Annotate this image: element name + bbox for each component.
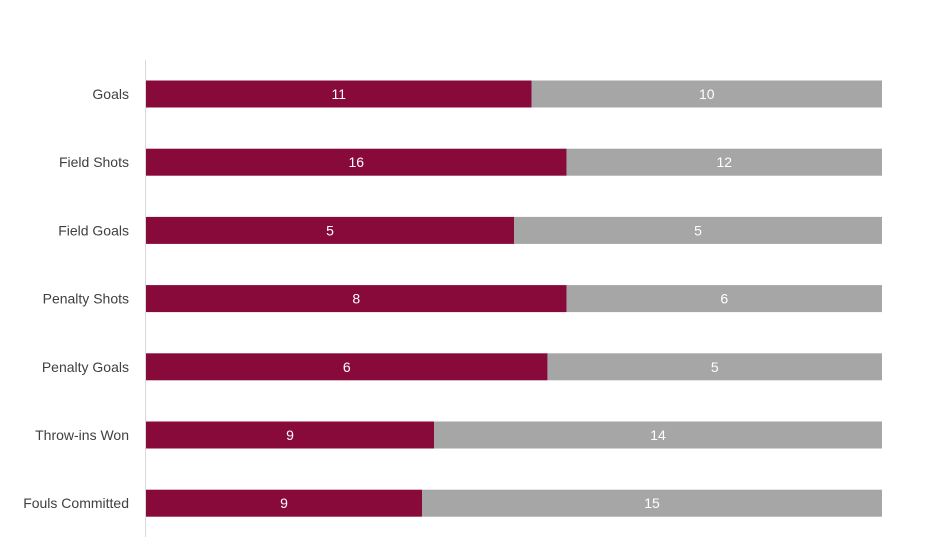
bar-segment-series-1: [146, 421, 434, 449]
category-label: Goals: [92, 86, 129, 102]
data-label: 5: [711, 359, 719, 375]
bar-segment-series-2: [514, 216, 882, 244]
bar-segment-series-1: [146, 285, 567, 313]
category-label: Fouls Committed: [23, 495, 129, 511]
labels-group: Goals 11 10 Field Shots 16 12 Field Goals 5 5 Pen…: [23, 86, 732, 511]
bar-segment-series-2: [434, 421, 882, 449]
bar-segment-series-1: [146, 148, 567, 176]
data-label: 9: [280, 495, 288, 511]
data-label: 6: [720, 291, 728, 307]
data-label: 5: [694, 222, 702, 238]
bar-segment-series-1: [146, 353, 548, 381]
data-label: 8: [352, 291, 360, 307]
data-label: 15: [644, 495, 660, 511]
data-label: 5: [326, 222, 334, 238]
bar-segment-series-1: [146, 489, 422, 517]
data-label: 16: [348, 154, 364, 170]
bar-segment-series-2: [422, 489, 882, 517]
category-label: Field Shots: [59, 154, 129, 170]
data-label: 11: [331, 86, 346, 102]
category-label: Penalty Goals: [42, 359, 129, 375]
bar-segment-series-2: [566, 285, 882, 313]
category-label: Field Goals: [58, 222, 129, 238]
bars-group: [146, 80, 882, 517]
bar-segment-series-2: [566, 148, 882, 176]
bar-segment-series-1: [146, 216, 514, 244]
category-label: Throw-ins Won: [35, 427, 129, 443]
data-label: 10: [699, 86, 715, 102]
data-label: 6: [343, 359, 351, 375]
data-label: 9: [286, 427, 294, 443]
bar-segment-series-2: [547, 353, 882, 381]
category-label: Penalty Shots: [43, 291, 129, 307]
bar-segment-series-1: [146, 80, 532, 108]
bar-segment-series-2: [531, 80, 882, 108]
data-label: 14: [650, 427, 666, 443]
data-label: 12: [716, 154, 732, 170]
